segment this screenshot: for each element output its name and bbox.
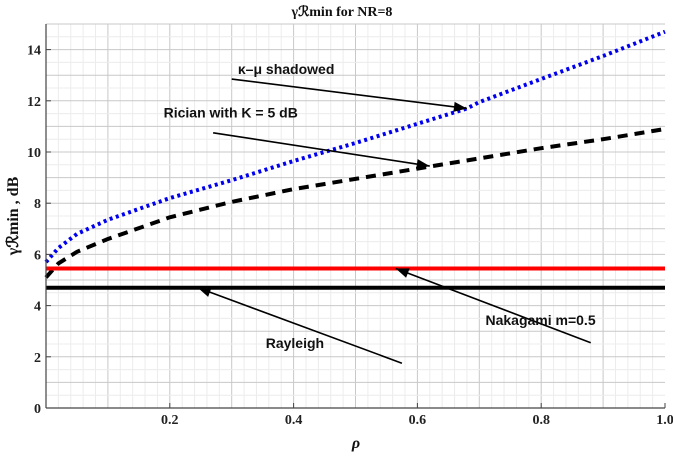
annotation-arrow-line [395,267,592,344]
annotation-arrowhead [395,268,410,278]
annotation-arrow-line [231,78,468,110]
grid [46,23,665,408]
x-tick-label: 0.6 [409,413,427,428]
annotations: κ–μ shadowed Rician with K = 5 dB Nakagami… [164,61,596,364]
y-tick-label: 0 [34,402,41,417]
x-tick-label: 0.8 [532,413,550,428]
x-tick-label: 0.2 [161,413,179,428]
x-tick-label: 1.0 [656,413,673,428]
y-tick-label: 6 [34,248,41,263]
annotation-arrow-line [197,286,403,364]
annotation-arrowhead [197,287,212,297]
chart-title: γℛmin for NR=8 [291,4,393,20]
annotation-label-2: Nakagami m=0.5 [485,312,595,328]
annotation-label-0: κ–μ shadowed [238,61,335,77]
x-axis-label: ρ [351,435,360,452]
y-tick-label: 12 [27,95,41,110]
series-layer [44,29,666,290]
series-line-0 [44,29,666,264]
axes [45,24,665,409]
y-axis-label: γℛmin , dB [5,176,22,256]
y-tick-label: 10 [27,146,41,161]
y-tick-label: 2 [34,351,41,366]
y-tick-label: 4 [34,300,41,315]
annotation-label-1: Rician with K = 5 dB [164,104,298,120]
x-tick-label: 0.4 [285,413,303,428]
y-tick-label: 14 [27,44,41,59]
annotation-arrow-line [213,132,430,167]
annotation-arrowhead [416,159,430,170]
ticks: 0.2 0.4 0.6 0.8 1.0 0 2 4 6 8 10 12 14 [27,44,673,428]
series-line-1 [44,127,666,279]
y-tick-label: 8 [34,197,41,212]
annotation-label-3: Rayleigh [266,335,324,351]
annotation-arrowhead [453,101,467,112]
